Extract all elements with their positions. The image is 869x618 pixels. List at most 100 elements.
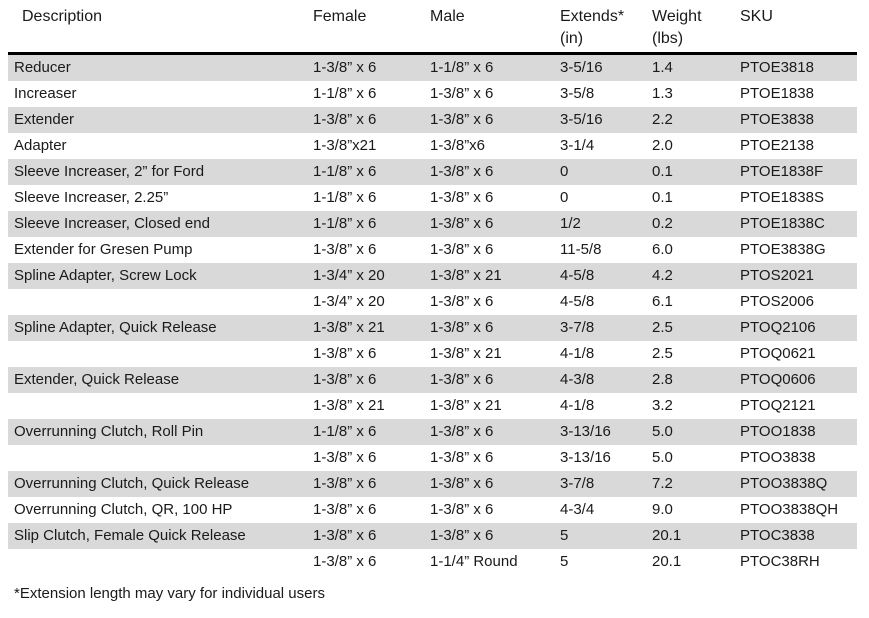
- cell-female: 1-3/4” x 20: [313, 263, 430, 289]
- cell-male: 1-3/8” x 6: [430, 107, 560, 133]
- cell-male: 1-3/8” x 21: [430, 397, 502, 414]
- cell-female: 1-3/8”x21: [313, 137, 377, 154]
- col-header-female: Female: [313, 2, 430, 55]
- cell-description: [8, 393, 313, 419]
- cell-female: 1-3/8” x 6: [313, 471, 430, 497]
- cell-description: Increaser: [14, 85, 77, 102]
- col-header-extends-label: Extends*: [560, 8, 625, 25]
- cell-female: 1-3/8” x 6: [313, 241, 377, 258]
- cell-description: [8, 289, 313, 315]
- cell-female: 1-3/8” x 21: [313, 397, 385, 414]
- cell-sku: PTOO1838: [740, 419, 857, 445]
- cell-female: 1-3/8” x 6: [313, 553, 377, 570]
- col-header-male: Male: [430, 2, 560, 55]
- cell-female: 1-3/8” x 6: [313, 107, 430, 133]
- cell-extends: 0: [560, 189, 569, 206]
- cell-extends: 3-13/16: [560, 419, 652, 445]
- col-header-sku-label: SKU: [740, 8, 773, 25]
- table-row: Extender for Gresen Pump 1-3/8” x 6 1-3/8”…: [8, 237, 857, 263]
- cell-male: 1-3/8” x 21: [430, 345, 502, 362]
- cell-weight: 5.0: [652, 419, 740, 445]
- table-row: Overrunning Clutch, Quick Release 1-3/8” …: [8, 471, 857, 497]
- col-header-description: Description: [8, 2, 313, 55]
- table-row: 1-3/8” x 6 1-3/8” x 6 3-13/16 5.0 PTOO3838: [8, 445, 857, 471]
- cell-female: 1-3/8” x 6: [313, 345, 377, 362]
- table-row: Sleeve Increaser, 2.25” 1-1/8” x 6 1-3/8” …: [8, 185, 857, 211]
- cell-extends: 3-7/8: [560, 315, 652, 341]
- cell-description: Sleeve Increaser, Closed end: [8, 211, 313, 237]
- cell-description: Spline Adapter, Screw Lock: [8, 263, 313, 289]
- cell-weight: 20.1: [652, 553, 682, 570]
- table-row: Increaser 1-1/8” x 6 1-3/8” x 6 3-5/8 1.3 PTO…: [8, 81, 857, 107]
- cell-sku: PTOO3838QH: [740, 501, 839, 518]
- cell-extends: 4-5/8: [560, 293, 595, 310]
- cell-description: Extender for Gresen Pump: [14, 241, 193, 258]
- cell-female: 1-3/4” x 20: [313, 293, 385, 310]
- cell-description: Sleeve Increaser, 2.25”: [14, 189, 169, 206]
- table-row: Extender 1-3/8” x 6 1-3/8” x 6 3-5/16 2.2 PTO…: [8, 107, 857, 133]
- cell-weight: 0.1: [652, 159, 740, 185]
- cell-male: 1-3/8” x 6: [430, 85, 494, 102]
- cell-sku: PTOQ0606: [740, 367, 857, 393]
- table-row: Extender, Quick Release 1-3/8” x 6 1-3/8” …: [8, 367, 857, 393]
- cell-male: 1-3/8” x 21: [430, 263, 560, 289]
- cell-sku: PTOE1838C: [740, 211, 857, 237]
- col-header-weight-label: Weight: [652, 8, 702, 25]
- cell-weight: 6.1: [652, 293, 673, 310]
- cell-description: Adapter: [14, 137, 67, 154]
- table-row: 1-3/4” x 20 1-3/8” x 6 4-5/8 6.1 PTOS2006: [8, 289, 857, 315]
- cell-sku: PTOQ0621: [740, 345, 816, 362]
- pto-adapter-table: Description Female Male Extends* (in) We…: [8, 2, 857, 575]
- cell-description: [8, 549, 313, 575]
- cell-sku: PTOE1838: [740, 85, 814, 102]
- cell-weight: 2.2: [652, 107, 740, 133]
- cell-extends: 5: [560, 553, 569, 570]
- cell-extends: 3-5/8: [560, 85, 595, 102]
- cell-sku: PTOO3838: [740, 449, 816, 466]
- cell-sku: PTOE1838F: [740, 159, 857, 185]
- table-row: Overrunning Clutch, QR, 100 HP 1-3/8” x 6…: [8, 497, 857, 523]
- cell-extends: 0: [560, 159, 652, 185]
- cell-extends: 3-1/4: [560, 137, 595, 154]
- cell-sku: PTOQ2106: [740, 315, 857, 341]
- cell-weight: 2.5: [652, 315, 740, 341]
- cell-female: 1-3/8” x 6: [313, 523, 430, 549]
- table-row: 1-3/8” x 6 1-3/8” x 21 4-1/8 2.5 PTOQ0621: [8, 341, 857, 367]
- cell-sku: PTOC3838: [740, 523, 857, 549]
- cell-weight: 4.2: [652, 263, 740, 289]
- cell-male: 1-3/8” x 6: [430, 315, 560, 341]
- cell-weight: 0.2: [652, 211, 740, 237]
- cell-weight: 2.5: [652, 345, 673, 362]
- cell-female: 1-1/8” x 6: [313, 419, 430, 445]
- cell-extends: 3-5/16: [560, 107, 652, 133]
- col-header-male-label: Male: [430, 8, 465, 25]
- cell-female: 1-1/8” x 6: [313, 211, 430, 237]
- cell-sku: PTOE2138: [740, 137, 814, 154]
- cell-description: Extender, Quick Release: [8, 367, 313, 393]
- table-row: Adapter 1-3/8”x21 1-3/8”x6 3-1/4 2.0 PTOE2138: [8, 133, 857, 159]
- cell-male: 1-3/8” x 6: [430, 241, 494, 258]
- cell-male: 1-3/8” x 6: [430, 419, 560, 445]
- cell-male: 1-3/8” x 6: [430, 189, 494, 206]
- col-header-extends: Extends* (in): [560, 2, 652, 55]
- cell-weight: 5.0: [652, 449, 673, 466]
- cell-description: Spline Adapter, Quick Release: [8, 315, 313, 341]
- cell-extends: 4-3/4: [560, 501, 595, 518]
- cell-male: 1-3/8” x 6: [430, 211, 560, 237]
- col-header-extends-unit: (in): [560, 30, 584, 47]
- cell-description: [8, 445, 313, 471]
- cell-female: 1-3/8” x 6: [313, 53, 430, 81]
- cell-description: Overrunning Clutch, Roll Pin: [8, 419, 313, 445]
- cell-male: 1-3/8” x 6: [430, 293, 494, 310]
- col-header-description-label: Description: [22, 8, 103, 25]
- cell-extends: 3-13/16: [560, 449, 611, 466]
- cell-weight: 3.2: [652, 397, 673, 414]
- cell-female: 1-1/8” x 6: [313, 85, 377, 102]
- cell-weight: 6.0: [652, 241, 673, 258]
- cell-extends: 3-7/8: [560, 471, 652, 497]
- cell-female: 1-3/8” x 21: [313, 315, 430, 341]
- cell-male: 1-1/8” x 6: [430, 53, 560, 81]
- cell-sku: PTOE3818: [740, 53, 857, 81]
- cell-male: 1-1/4” Round: [430, 553, 518, 570]
